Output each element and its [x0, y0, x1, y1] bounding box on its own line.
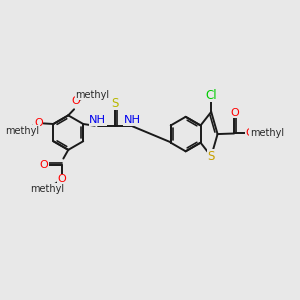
Text: S: S	[208, 150, 215, 163]
Text: NH: NH	[89, 115, 106, 125]
Text: O: O	[245, 128, 254, 139]
Text: O: O	[71, 97, 80, 106]
Text: O: O	[34, 118, 43, 128]
Text: O: O	[230, 108, 239, 118]
Text: NH: NH	[124, 115, 141, 125]
Text: methyl: methyl	[30, 184, 64, 194]
Text: S: S	[112, 97, 119, 110]
Text: Cl: Cl	[206, 88, 217, 101]
Text: methyl: methyl	[75, 90, 110, 100]
Text: O: O	[58, 174, 66, 184]
Text: methyl: methyl	[250, 128, 284, 139]
Text: methyl: methyl	[5, 126, 39, 136]
Text: O: O	[39, 160, 48, 170]
